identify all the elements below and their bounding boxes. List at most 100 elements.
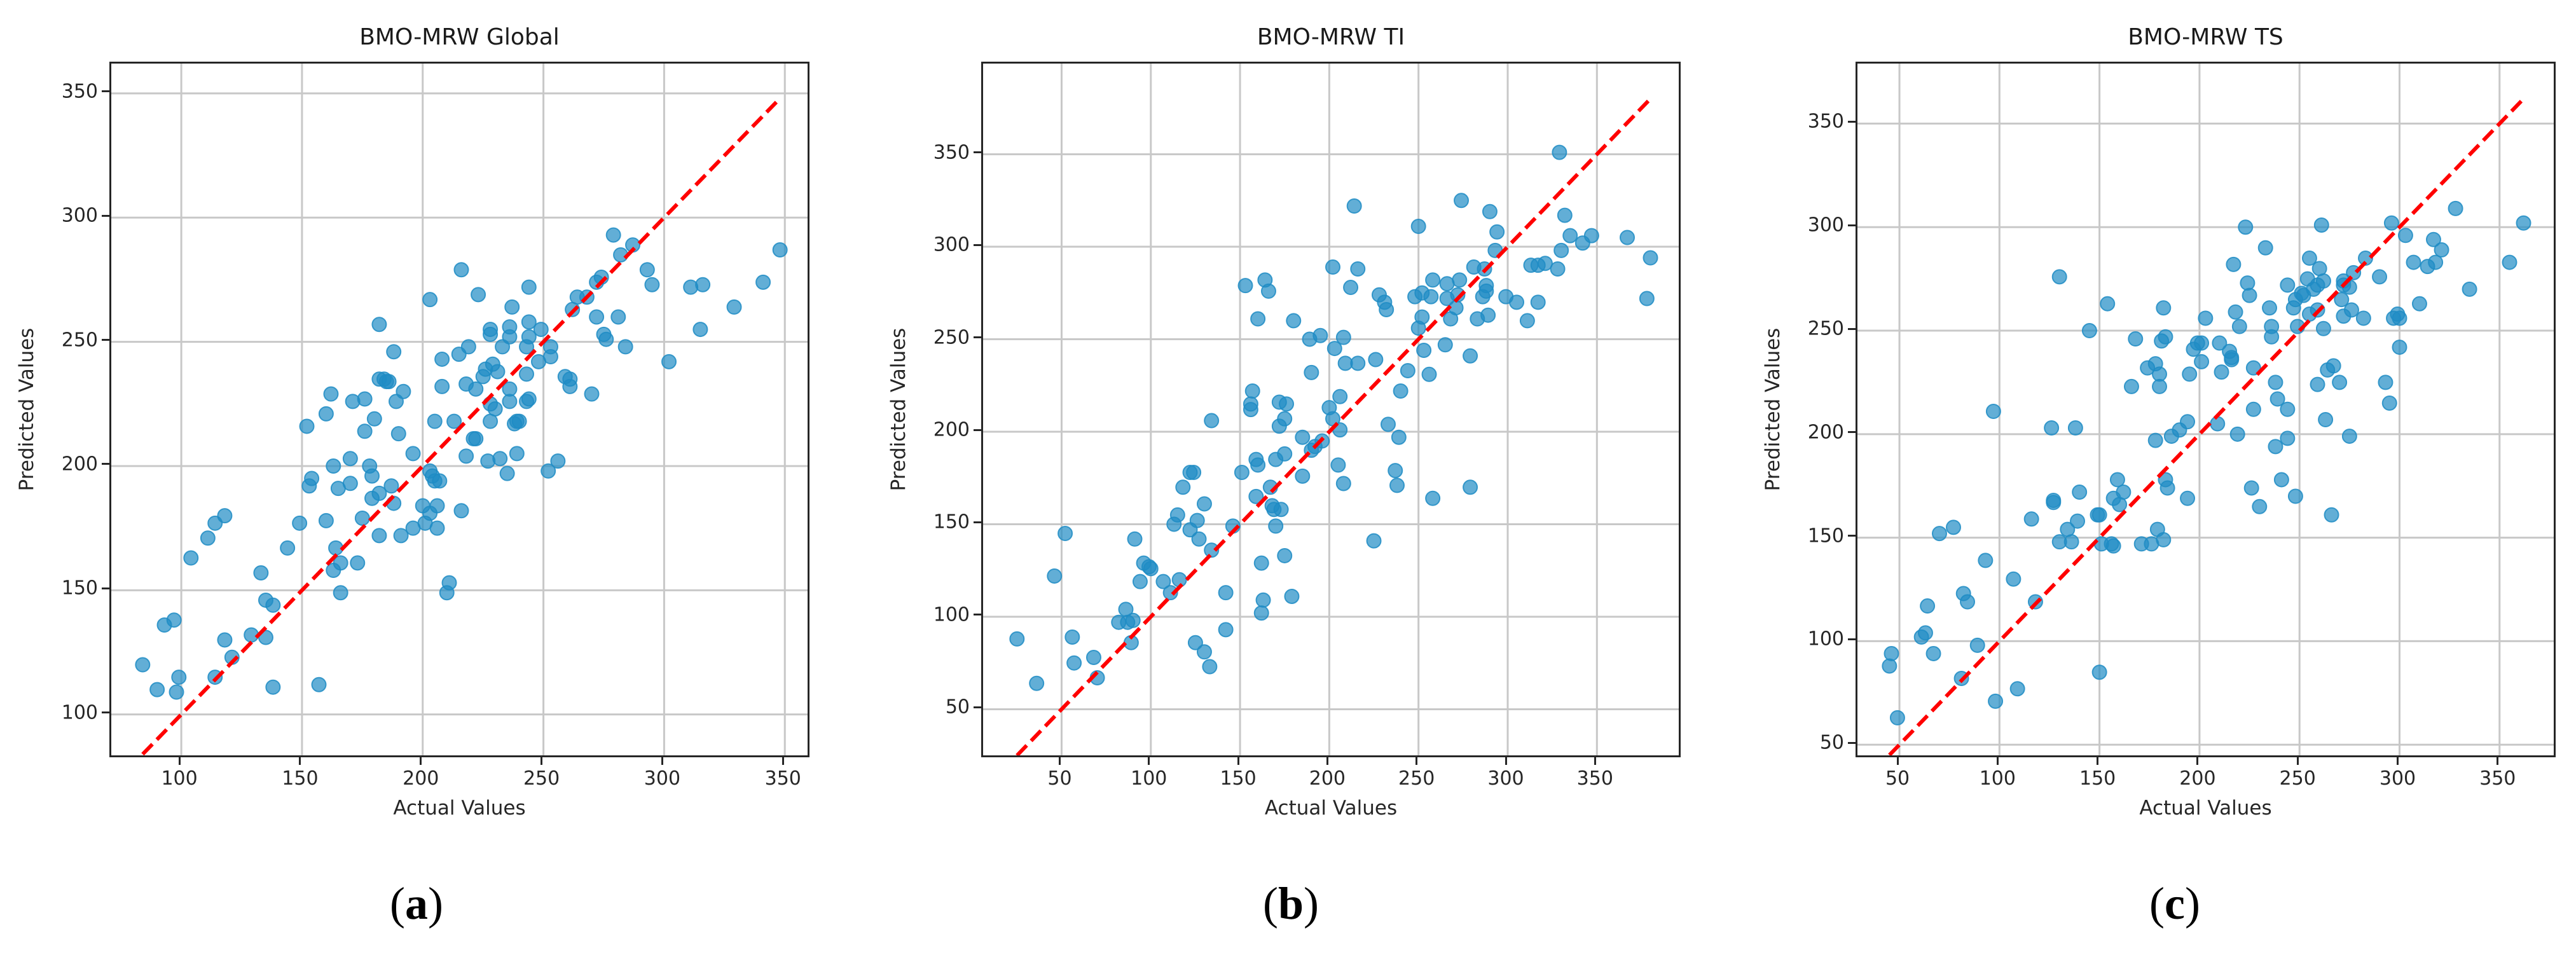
data-point (490, 364, 506, 380)
data-point (541, 463, 556, 479)
data-point (1388, 463, 1403, 479)
data-point (1196, 644, 1212, 660)
data-point (695, 277, 711, 292)
x-tick (299, 757, 301, 765)
data-point (2123, 378, 2139, 394)
y-tick (1848, 741, 1856, 744)
data-point (1346, 198, 1362, 214)
data-point (2324, 507, 2339, 523)
y-tick (102, 90, 109, 93)
data-point (2343, 302, 2359, 318)
data-point (2152, 378, 2168, 394)
data-point (1969, 637, 1985, 653)
data-point (1978, 553, 1994, 568)
data-point (1379, 301, 1395, 317)
data-point (2334, 292, 2350, 308)
data-point (333, 585, 348, 601)
x-axis-label: Actual Values (2139, 797, 2272, 820)
data-point (2280, 277, 2296, 293)
data-point (434, 378, 450, 394)
y-tick-label: 150 (933, 511, 970, 533)
chart-title: BMO-MRW Global (359, 24, 560, 50)
data-point (2315, 273, 2331, 289)
x-axis-label: Actual Values (1264, 797, 1398, 820)
data-point (299, 418, 315, 434)
data-point (2198, 310, 2214, 326)
data-point (2341, 429, 2357, 444)
data-point (2231, 319, 2247, 334)
data-point (1920, 598, 1936, 614)
data-point (396, 383, 411, 399)
x-tick-label: 200 (2179, 767, 2216, 790)
data-point (2406, 254, 2421, 270)
data-point (1639, 291, 1655, 306)
data-point (644, 277, 660, 292)
data-point (2046, 495, 2062, 511)
data-point (371, 317, 387, 333)
x-tick (1415, 757, 1418, 765)
data-point (1889, 710, 1905, 725)
data-point (2242, 287, 2257, 303)
data-point (1250, 311, 1266, 327)
chart-title: BMO-MRW TS (2128, 24, 2283, 50)
data-point (639, 262, 655, 278)
x-tick (1237, 757, 1239, 765)
data-point (1332, 388, 1348, 404)
x-tick-label: 300 (644, 767, 681, 790)
data-point (446, 413, 462, 429)
data-point (149, 682, 165, 697)
data-point (1304, 364, 1319, 380)
x-tick (1996, 757, 1999, 765)
y-tick (1848, 535, 1856, 537)
x-tick-label: 350 (764, 767, 801, 790)
data-point (1009, 631, 1025, 647)
data-point (169, 684, 184, 700)
y-tick-label: 250 (61, 329, 98, 352)
data-point (492, 451, 508, 467)
data-point (383, 478, 399, 494)
data-point (458, 448, 474, 464)
data-point (521, 279, 537, 295)
data-point (2392, 340, 2407, 355)
data-point (326, 458, 341, 474)
data-point (1237, 278, 1253, 294)
data-point (2194, 354, 2210, 369)
data-point (429, 520, 445, 536)
data-point (2411, 296, 2427, 312)
y-tick (974, 336, 981, 339)
data-point (342, 451, 358, 467)
data-point (357, 423, 373, 439)
y-tick-label: 50 (945, 696, 970, 718)
y-tick-label: 150 (61, 577, 98, 600)
data-point (2301, 251, 2317, 266)
data-point (434, 351, 450, 367)
data-point (2182, 366, 2198, 382)
data-point (1480, 307, 1496, 323)
data-point (1277, 446, 1293, 462)
data-point (1057, 526, 1073, 542)
data-point (1187, 635, 1203, 650)
x-tick-label: 50 (1885, 767, 1910, 790)
data-point (1400, 362, 1415, 378)
data-point (502, 329, 518, 345)
data-point (509, 446, 525, 462)
data-point (1931, 526, 1947, 542)
x-tick-label: 150 (282, 767, 319, 790)
x-tick (2497, 757, 2499, 765)
data-point (1478, 283, 1494, 299)
data-point (1557, 207, 1573, 223)
y-tick-label: 200 (1807, 421, 1844, 444)
data-point (533, 322, 549, 338)
data-point (2063, 534, 2079, 550)
data-point (1268, 518, 1284, 534)
data-point (1368, 352, 1384, 368)
data-point (1277, 547, 1293, 563)
data-point (483, 326, 499, 342)
panel-caption: (b) (1262, 878, 1319, 929)
y-tick (1848, 431, 1856, 434)
x-tick-label: 250 (523, 767, 560, 790)
y-axis-label: Predicted Values (15, 327, 38, 491)
data-point (1945, 519, 1961, 535)
data-point (2081, 323, 2097, 339)
x-tick (2396, 757, 2399, 765)
